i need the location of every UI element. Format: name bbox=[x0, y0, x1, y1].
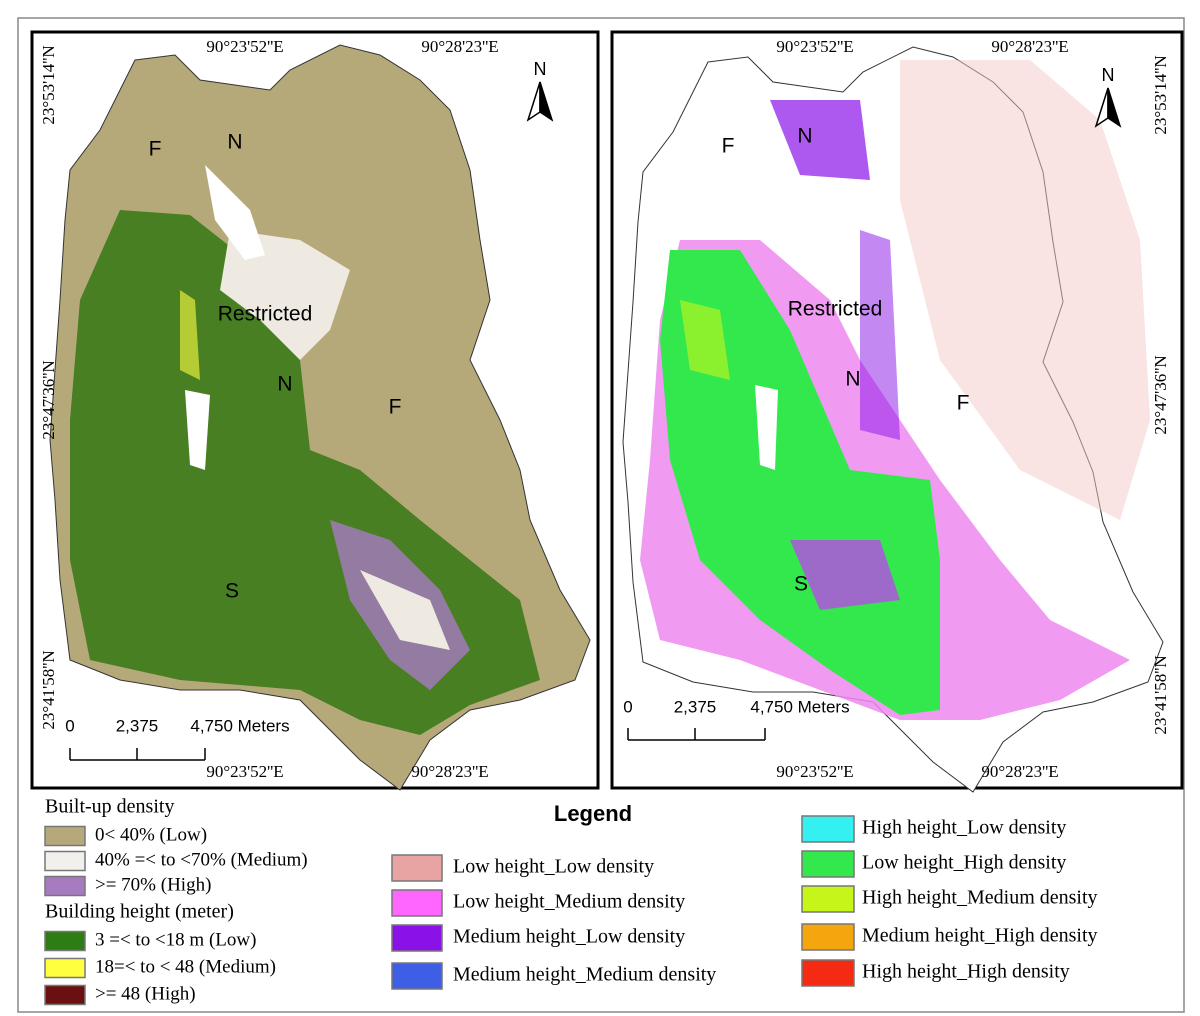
medium-height-low-density bbox=[770, 100, 870, 180]
legend-swatch bbox=[391, 962, 443, 990]
legend-label: Low height_Low density bbox=[453, 856, 654, 878]
north-arrow bbox=[539, 81, 554, 122]
bottom-coordinate: 90°23'52''E bbox=[776, 762, 853, 781]
side-coordinate: 23°53'14''N bbox=[39, 45, 58, 124]
cantonment-strip bbox=[185, 390, 210, 470]
legend-swatch bbox=[801, 815, 855, 843]
zone-label: F bbox=[722, 135, 735, 158]
legend-label: Medium height_Low density bbox=[453, 926, 685, 948]
legend-label: >= 70% (High) bbox=[95, 874, 211, 895]
legend-swatch bbox=[801, 885, 855, 913]
legend-swatch bbox=[44, 825, 86, 847]
medium-height-medium-density bbox=[790, 540, 900, 610]
legend-heading: Building height (meter) bbox=[45, 901, 234, 923]
legend-title: Legend bbox=[554, 801, 632, 826]
legend-swatch bbox=[44, 957, 86, 979]
high-height-medium-density bbox=[680, 300, 730, 380]
airport bbox=[780, 165, 840, 260]
legend-heading: Built-up density bbox=[45, 796, 174, 818]
legend-label: 0< 40% (Low) bbox=[95, 824, 207, 845]
zone-label: F bbox=[149, 138, 162, 161]
legend-swatch bbox=[801, 923, 855, 951]
zone-label: N bbox=[845, 368, 860, 391]
zone-label: S bbox=[794, 573, 808, 596]
legend-swatch bbox=[44, 850, 86, 872]
zone-label: F bbox=[957, 392, 970, 415]
scale-label: 0 bbox=[623, 697, 632, 716]
scale-label: 2,375 bbox=[674, 697, 717, 716]
legend-swatch bbox=[801, 959, 855, 987]
legend-swatch bbox=[391, 924, 443, 952]
legend-swatch bbox=[44, 984, 86, 1006]
cantonment-strip bbox=[755, 385, 778, 470]
zone-label: S bbox=[225, 580, 239, 603]
legend-label: >= 48 (High) bbox=[95, 983, 196, 1004]
bottom-coordinate: 90°28'23''E bbox=[411, 762, 488, 781]
legend-label: 3 =< to <18 m (Low) bbox=[95, 929, 256, 950]
bottom-coordinate: 90°28'23''E bbox=[981, 762, 1058, 781]
zone-label: F bbox=[389, 396, 402, 419]
north-label: N bbox=[1102, 65, 1115, 85]
legend-label: Medium height_Medium density bbox=[453, 964, 716, 986]
legend-swatch bbox=[44, 930, 86, 952]
legend-label: 40% =< to <70% (Medium) bbox=[95, 849, 308, 870]
airport bbox=[205, 165, 265, 260]
side-coordinate: 23°41'58''N bbox=[1151, 655, 1170, 734]
legend-label: High height_Medium density bbox=[862, 887, 1098, 909]
top-coordinate: 90°23'52''E bbox=[206, 37, 283, 56]
zone-label: N bbox=[797, 125, 812, 148]
bottom-coordinate: 90°23'52''E bbox=[206, 762, 283, 781]
top-coordinate: 90°28'23''E bbox=[991, 37, 1068, 56]
left-map bbox=[30, 30, 600, 791]
legend-swatch bbox=[391, 889, 443, 917]
medium-density-area bbox=[360, 570, 450, 650]
legend-label: Medium height_High density bbox=[862, 925, 1098, 947]
legend-swatch bbox=[391, 854, 443, 882]
north-arrow bbox=[1107, 87, 1122, 128]
north-label: N bbox=[534, 59, 547, 79]
scale-label: 2,375 bbox=[116, 716, 159, 735]
right-map bbox=[610, 30, 1184, 793]
zone-label: N bbox=[227, 131, 242, 154]
zone-label: Restricted bbox=[218, 303, 313, 326]
medium-height-area bbox=[180, 290, 200, 380]
scale-label: 4,750 Meters bbox=[190, 716, 289, 735]
legend-label: Low height_Medium density bbox=[453, 891, 685, 913]
low-height-low-density bbox=[900, 60, 1150, 520]
legend-swatch bbox=[44, 875, 86, 897]
side-coordinate: 23°47'36''N bbox=[39, 360, 58, 439]
side-coordinate: 23°47'36''N bbox=[1151, 355, 1170, 434]
top-coordinate: 90°28'23''E bbox=[421, 37, 498, 56]
legend-swatch bbox=[801, 850, 855, 878]
side-coordinate: 23°41'58''N bbox=[39, 650, 58, 729]
scale-label: 4,750 Meters bbox=[750, 697, 849, 716]
legend-label: Low height_High density bbox=[862, 852, 1066, 874]
legend-label: 18=< to < 48 (Medium) bbox=[95, 956, 276, 977]
zone-label: N bbox=[277, 373, 292, 396]
top-coordinate: 90°23'52''E bbox=[776, 37, 853, 56]
legend-label: High height_Low density bbox=[862, 817, 1066, 839]
medium-height-low-density bbox=[860, 230, 900, 440]
scale-label: 0 bbox=[65, 716, 74, 735]
side-coordinate: 23°53'14''N bbox=[1151, 55, 1170, 134]
restricted-area bbox=[220, 230, 350, 360]
legend-label: High height_High density bbox=[862, 961, 1070, 983]
zone-label: Restricted bbox=[788, 298, 883, 321]
